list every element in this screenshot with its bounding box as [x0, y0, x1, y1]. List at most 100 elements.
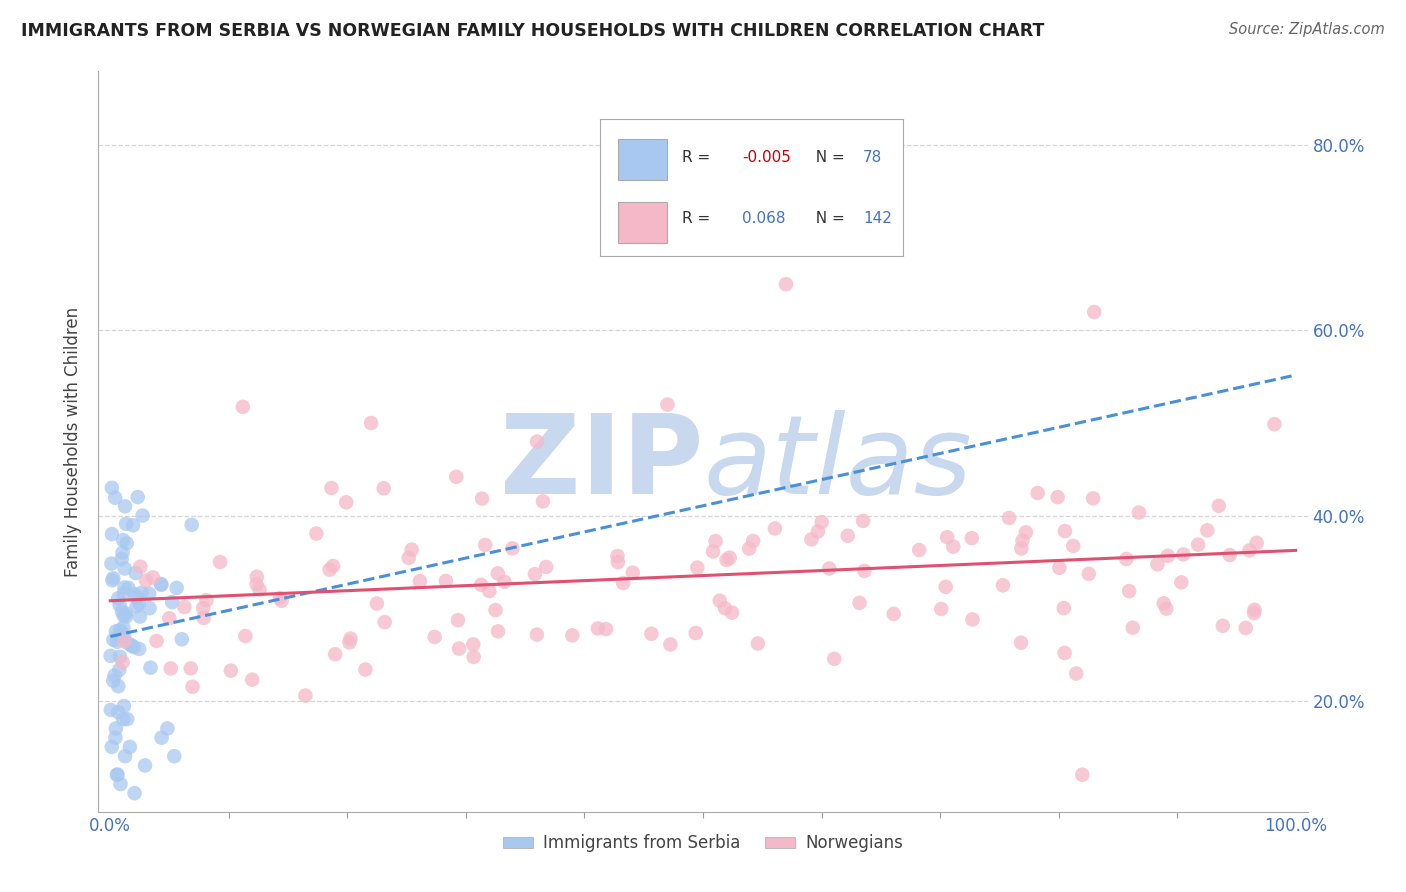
Point — [111, 552, 134, 566]
Point — [747, 636, 769, 650]
Point — [962, 612, 984, 626]
Point — [114, 500, 136, 514]
Point — [721, 606, 744, 620]
Point — [115, 607, 138, 621]
Point — [121, 639, 143, 653]
Point — [1047, 561, 1070, 575]
Point — [434, 574, 457, 588]
Point — [173, 599, 195, 614]
Point — [908, 543, 931, 558]
Point — [929, 602, 952, 616]
Point — [232, 400, 254, 414]
Point — [134, 758, 156, 772]
Point — [156, 722, 179, 736]
Point — [112, 608, 135, 623]
Text: atlas: atlas — [703, 410, 972, 517]
Point — [463, 649, 485, 664]
Point — [775, 277, 797, 292]
Point — [704, 534, 727, 549]
Point — [112, 634, 135, 648]
Point — [322, 559, 344, 574]
Point — [112, 712, 135, 726]
Point — [1011, 533, 1033, 548]
Point — [107, 679, 129, 693]
Point — [837, 529, 859, 543]
Point — [100, 648, 122, 663]
Point — [114, 749, 136, 764]
Point — [501, 541, 523, 556]
Point — [305, 526, 328, 541]
Point — [1156, 601, 1178, 615]
Point — [103, 668, 125, 682]
Point — [709, 593, 731, 607]
Point — [494, 574, 516, 589]
Point — [108, 649, 131, 664]
Point — [139, 660, 162, 674]
Point — [1053, 601, 1076, 615]
Point — [108, 663, 131, 677]
Point — [738, 541, 761, 556]
Point — [127, 591, 149, 605]
Point — [1170, 575, 1192, 590]
Point — [111, 627, 134, 641]
Point — [193, 611, 215, 625]
Point — [294, 689, 316, 703]
Point — [115, 712, 138, 726]
Point — [478, 584, 501, 599]
Point — [523, 567, 546, 582]
Point — [800, 533, 823, 547]
Point — [127, 490, 149, 504]
Point — [1064, 666, 1087, 681]
Point — [111, 625, 134, 640]
Point — [112, 699, 135, 714]
Point — [150, 731, 173, 745]
Point — [998, 511, 1021, 525]
Text: IMMIGRANTS FROM SERBIA VS NORWEGIAN FAMILY HOUSEHOLDS WITH CHILDREN CORRELATION : IMMIGRANTS FROM SERBIA VS NORWEGIAN FAMI… — [21, 22, 1045, 40]
Point — [1239, 543, 1261, 558]
Point — [742, 533, 765, 548]
Point — [219, 664, 242, 678]
Point — [138, 587, 160, 601]
Point — [852, 514, 875, 528]
Point — [191, 601, 214, 615]
Point — [104, 491, 127, 505]
Point — [1187, 538, 1209, 552]
Point — [1128, 506, 1150, 520]
Text: Source: ZipAtlas.com: Source: ZipAtlas.com — [1229, 22, 1385, 37]
Point — [612, 576, 634, 591]
Point — [360, 416, 382, 430]
Point — [531, 494, 554, 508]
Point — [124, 786, 146, 800]
Point — [374, 615, 396, 629]
Point — [160, 595, 183, 609]
Point — [181, 680, 204, 694]
Point — [114, 561, 136, 575]
Point — [159, 661, 181, 675]
Point — [486, 624, 509, 639]
Point — [366, 597, 388, 611]
Point — [474, 538, 496, 552]
Point — [942, 540, 965, 554]
Point — [1173, 548, 1195, 562]
Point — [115, 536, 138, 550]
Point — [195, 593, 218, 607]
Point — [1015, 525, 1038, 540]
Point — [110, 623, 132, 637]
Point — [1243, 606, 1265, 620]
Point — [128, 642, 150, 657]
Point — [100, 557, 122, 571]
Point — [117, 581, 139, 595]
Point — [1077, 566, 1099, 581]
Point — [1010, 636, 1032, 650]
Point — [105, 767, 128, 781]
Point — [818, 561, 841, 575]
Point — [657, 398, 679, 412]
Point — [935, 580, 957, 594]
Point — [991, 578, 1014, 592]
Point — [1122, 621, 1144, 635]
Point — [108, 598, 131, 612]
Point — [111, 655, 134, 669]
Point — [1219, 548, 1241, 562]
Point — [100, 703, 122, 717]
Point — [1081, 491, 1104, 506]
